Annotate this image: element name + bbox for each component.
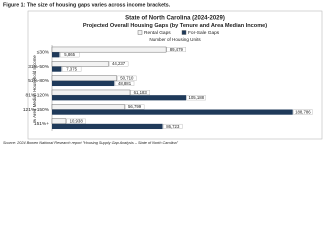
bar: [52, 123, 163, 130]
chart-title: State of North Carolina (2024-2029): [125, 16, 225, 22]
bar: [51, 104, 125, 110]
value-label-box: [117, 75, 137, 81]
chart-subtitle: Projected Overall Housing Gaps (by Tenur…: [83, 23, 267, 29]
value-label-box: [166, 47, 186, 53]
value-label-box: [60, 52, 80, 58]
y-tick-label: 121%-150%: [23, 107, 50, 113]
bar: [52, 109, 293, 115]
value-label: 50,710: [120, 76, 134, 81]
bar: [52, 80, 115, 87]
value-label-box: [163, 123, 183, 129]
bar: [51, 89, 131, 96]
bar: [51, 46, 167, 53]
value-label: 86,723: [166, 124, 180, 129]
bar: [52, 95, 187, 101]
value-label: 56,799: [128, 104, 142, 109]
bar: [52, 52, 60, 58]
value-label-box: [130, 90, 150, 96]
y-tick-label: 51%-80%: [28, 78, 50, 84]
value-label-box: [114, 80, 135, 86]
value-label-box: [124, 104, 145, 110]
figure-caption: Figure 1: The size of housing gaps varie…: [3, 2, 171, 8]
bar: [51, 61, 109, 67]
legend-swatch: [181, 30, 187, 35]
value-label: 7,375: [66, 66, 77, 71]
value-label-box: [61, 66, 82, 72]
value-label-box: [66, 118, 86, 124]
chart: Figure 1: The size of housing gaps varie…: [3, 2, 323, 145]
value-label: 188,786: [295, 109, 311, 114]
value-label: 61,183: [134, 90, 148, 95]
bar: [51, 75, 117, 82]
source-note: Source: 2024 Bowen National Research rep…: [3, 141, 179, 145]
bar: [52, 66, 62, 72]
legend-swatch: [137, 30, 143, 35]
y-tick-label: 151%+: [34, 121, 49, 127]
value-label-box: [293, 109, 313, 115]
legend-label: For-Sale Gaps: [188, 30, 220, 36]
chart-frame: [27, 10, 323, 140]
value-label: 89,479: [170, 47, 184, 52]
value-label: 44,237: [112, 61, 126, 66]
value-label-box: [186, 95, 206, 101]
y-tick-label: 81%-120%: [26, 92, 50, 98]
y-tick-label: 31%-50%: [28, 64, 50, 70]
value-label: 105,188: [189, 95, 205, 100]
value-label: 48,881: [118, 81, 132, 86]
y-tick-label: ≤30%: [37, 49, 50, 55]
x-axis-title: Number of Housing Units: [149, 37, 201, 42]
value-label: 5,865: [64, 52, 75, 57]
value-label-box: [108, 61, 129, 67]
bar: [51, 118, 67, 125]
y-axis-title: % Area Median Household Income: [32, 55, 37, 123]
value-label: 10,938: [70, 119, 84, 124]
legend-label: Rental Gaps: [144, 30, 171, 36]
